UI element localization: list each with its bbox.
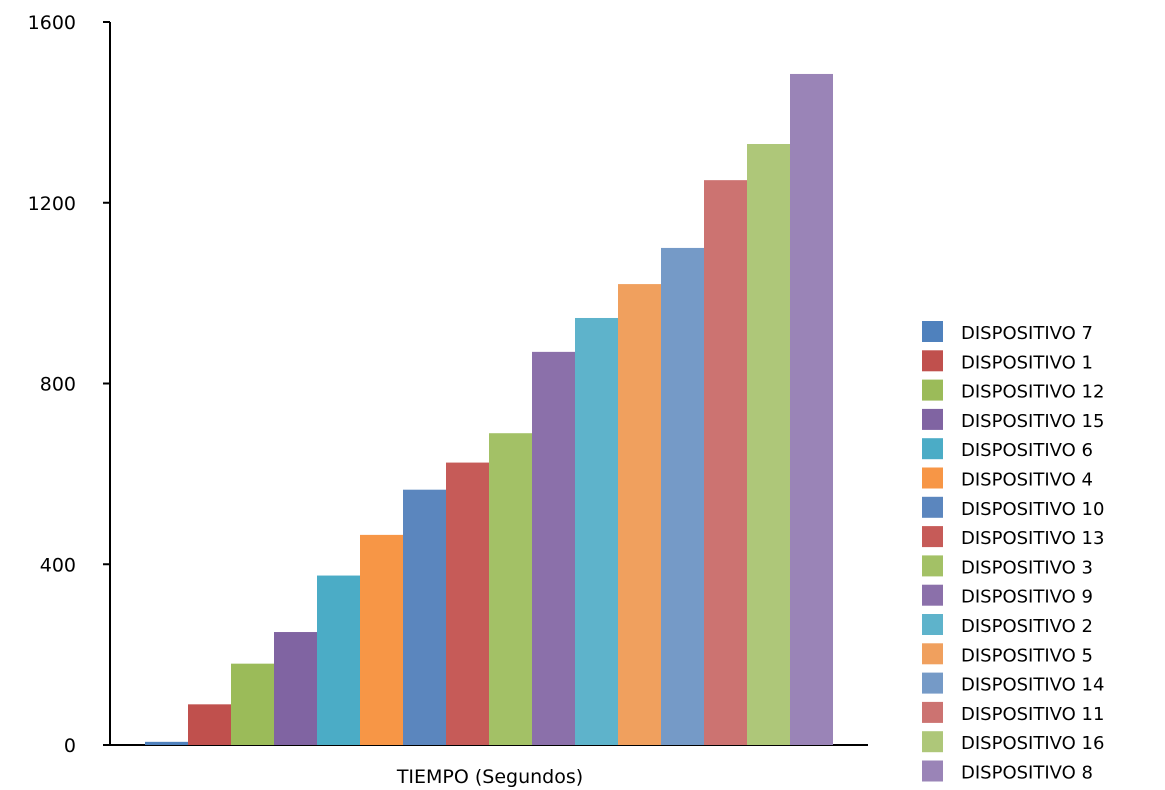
legend-label: DISPOSITIVO 13: [961, 528, 1104, 549]
bar-dispositivo-4: [360, 534, 403, 745]
bar-dispositivo-7: [145, 741, 188, 745]
legend-label: DISPOSITIVO 4: [961, 470, 1093, 491]
legend-label: DISPOSITIVO 10: [961, 499, 1104, 520]
legend-swatch: [922, 701, 943, 723]
legend-label: DISPOSITIVO 6: [961, 440, 1093, 461]
legend-swatch: [922, 672, 943, 694]
y-tick-label: 400: [40, 554, 76, 576]
bar-dispositivo-16: [747, 144, 790, 746]
legend-swatch: [922, 496, 943, 518]
legend-swatch: [922, 731, 943, 753]
legend-label: DISPOSITIVO 8: [961, 763, 1093, 784]
legend-label: DISPOSITIVO 7: [961, 323, 1093, 344]
y-tick-label: 0: [64, 735, 76, 757]
y-tick-label: 800: [40, 374, 76, 396]
bar-dispositivo-2: [575, 317, 618, 745]
legend: DISPOSITIVO 7 DISPOSITIVO 1 DISPOSITIVO 12…: [922, 321, 1104, 784]
bar-dispositivo-15: [274, 632, 317, 745]
bar-dispositivo-10: [403, 489, 446, 745]
bar-dispositivo-8: [790, 73, 833, 745]
legend-swatch: [922, 438, 943, 460]
legend-label: DISPOSITIVO 12: [961, 382, 1104, 403]
legend-label: DISPOSITIVO 5: [961, 645, 1093, 666]
bar-dispositivo-9: [532, 351, 575, 745]
legend-swatch: [922, 379, 943, 401]
legend-label: DISPOSITIVO 14: [961, 675, 1104, 696]
bar-dispositivo-14: [661, 247, 704, 745]
legend-swatch: [922, 321, 943, 342]
legend-swatch: [922, 555, 943, 577]
bars: [145, 73, 833, 746]
x-axis-label: TIEMPO (Segundos): [396, 766, 583, 788]
bar-dispositivo-3: [489, 433, 532, 745]
y-ticks: 0 400 800 1200 1600: [28, 12, 110, 757]
legend-swatch: [922, 408, 943, 430]
legend-swatch: [922, 350, 943, 372]
legend-label: DISPOSITIVO 1: [961, 352, 1093, 373]
legend-label: DISPOSITIVO 11: [961, 704, 1104, 725]
legend-swatch: [922, 614, 943, 635]
legend-swatch: [922, 760, 943, 782]
legend-label: DISPOSITIVO 15: [961, 411, 1104, 432]
bar-dispositivo-13: [446, 462, 489, 745]
legend-label: DISPOSITIVO 16: [961, 733, 1104, 754]
bar-dispositivo-6: [317, 575, 360, 745]
bar-dispositivo-1: [188, 704, 231, 745]
bar-dispositivo-12: [231, 663, 274, 745]
y-tick-label: 1200: [28, 193, 76, 215]
legend-swatch: [922, 526, 943, 548]
legend-swatch: [922, 584, 943, 606]
bar-dispositivo-5: [618, 284, 661, 745]
legend-swatch: [922, 643, 943, 665]
legend-label: DISPOSITIVO 2: [961, 616, 1093, 637]
y-tick-label: 1600: [28, 12, 76, 34]
legend-swatch: [922, 467, 943, 489]
bar-dispositivo-11: [704, 180, 747, 745]
legend-label: DISPOSITIVO 9: [961, 587, 1093, 608]
legend-label: DISPOSITIVO 3: [961, 557, 1093, 578]
